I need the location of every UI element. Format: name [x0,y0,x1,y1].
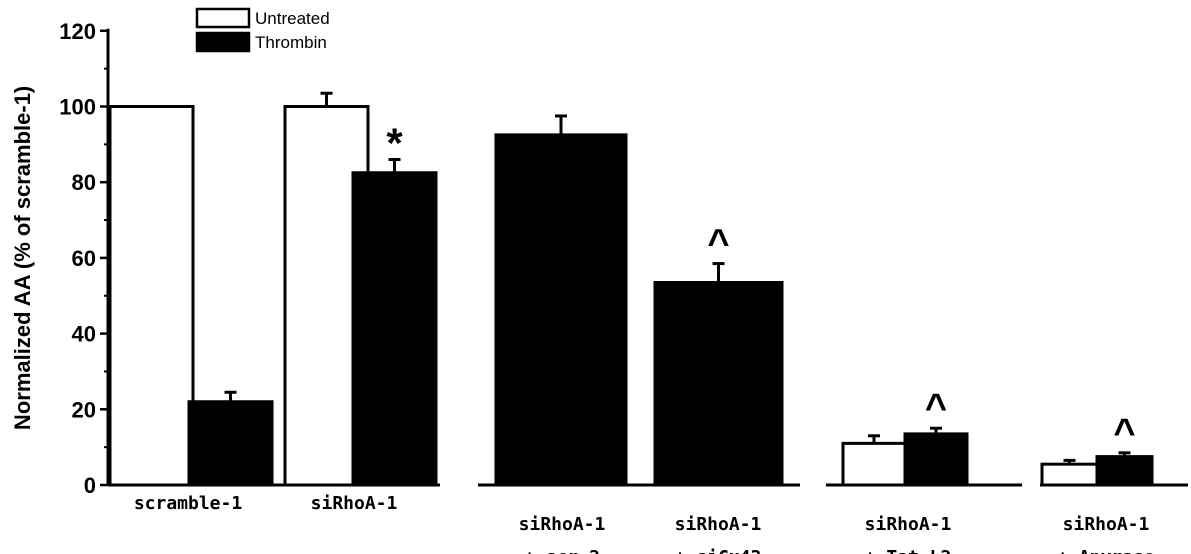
legend-label: Untreated [255,9,330,28]
significance-mark: ^ [707,223,729,265]
y-tick-label: 120 [59,19,96,44]
bar-untreated [841,441,907,487]
labels-layer: scramble-1 * siRhoA-1 siRhoA-1 + scr-2 ^ siRho… [134,119,1155,554]
category-label: siRhoA-1 [519,514,606,535]
bar-thrombin [903,432,969,487]
y-tick-label: 0 [84,473,96,498]
category-label: + siCx43 [675,547,762,554]
bar-untreated [1040,462,1099,487]
category-label: siRhoA-1 [865,514,952,535]
y-tick-label: 60 [72,246,96,271]
legend-label: Thrombin [255,33,327,52]
bar-thrombin [1095,455,1154,487]
bar-thrombin [494,133,628,487]
y-tick-label: 40 [72,322,96,347]
y-axis-label: Normalized AA (% of scramble-1) [10,86,35,430]
bar-untreated [108,105,195,487]
category-label: siRhoA-1 [1063,514,1150,535]
legend-swatch-thrombin [195,31,251,53]
legend: Untreated Thrombin [195,7,330,53]
bar-thrombin [187,400,274,487]
significance-mark: * [386,119,403,166]
category-label: + scr-2 [524,547,600,554]
bar-thrombin [351,171,438,487]
y-tick-label: 100 [59,95,96,120]
category-label: + Tat-L2 [865,547,952,554]
y-tick-label: 20 [72,397,96,422]
category-label: scramble-1 [134,493,242,514]
category-label: + Apyrase [1057,547,1155,554]
category-label: siRhoA-1 [675,514,762,535]
category-label: siRhoA-1 [311,493,398,514]
legend-swatch-untreated [195,7,251,29]
y-tick-label: 80 [72,170,96,195]
axis-layer: 0 20 40 60 80 100 120 Normalized AA (% of scram… [10,19,1188,498]
significance-mark: ^ [925,387,947,429]
bars-layer [108,91,1154,487]
significance-mark: ^ [1113,412,1135,454]
bar-thrombin [653,281,784,487]
